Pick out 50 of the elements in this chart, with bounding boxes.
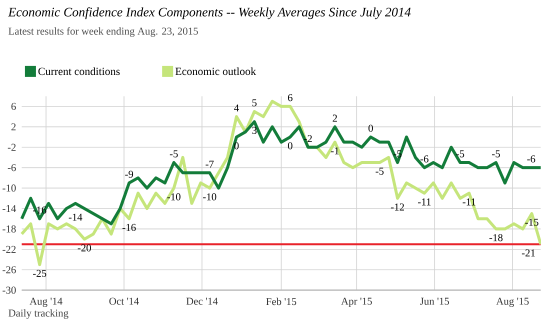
x-tick-label: Aug '15 xyxy=(496,298,529,307)
y-tick-label: 6 xyxy=(11,102,16,110)
x-tick-label: Oct '14 xyxy=(109,298,139,305)
legend-label: Economic outlook xyxy=(175,67,256,76)
annotation: -21 xyxy=(522,249,535,256)
annotation: -12 xyxy=(390,204,404,210)
annotation: 4 xyxy=(234,104,239,112)
chart-subtitle: Latest results for week ending Aug. 23, 2015 xyxy=(8,27,198,37)
y-tick-label: -22 xyxy=(2,246,16,253)
annotation: -16 xyxy=(122,224,136,231)
annotation: -5 xyxy=(170,150,178,158)
x-tick-label: Feb '15 xyxy=(266,298,296,306)
annotation: 5 xyxy=(252,99,257,106)
x-tick-label: Dec '14 xyxy=(186,298,218,305)
annotation: -11 xyxy=(462,198,476,206)
y-tick-label: -2 xyxy=(8,144,16,151)
x-tick-label: Aug '14 xyxy=(30,298,62,307)
y-tick-label: -10 xyxy=(2,184,16,192)
annotation: -5 xyxy=(376,168,384,175)
x-tick-label: Apr '15 xyxy=(341,298,372,307)
annotation: -11 xyxy=(418,198,431,206)
annotation: 0 xyxy=(368,124,373,132)
text: Daily tracking xyxy=(8,309,68,319)
annotation: -15 xyxy=(525,218,538,226)
annotation: -18 xyxy=(489,234,503,242)
annotation: -5 xyxy=(456,150,464,158)
annotation: -6 xyxy=(527,155,536,162)
y-tick-label: -18 xyxy=(2,225,16,232)
y-tick-label: 2 xyxy=(11,123,16,130)
annotation: -6 xyxy=(420,155,428,162)
annotation: -5 xyxy=(492,150,500,158)
annotation: 6 xyxy=(288,94,292,102)
annotation: -20 xyxy=(78,244,91,252)
y-tick-label: -14 xyxy=(2,205,16,212)
annotation: -1 xyxy=(330,147,339,154)
annotation: 3 xyxy=(252,126,257,134)
y-tick-label: -30 xyxy=(2,286,16,294)
annotation: 0 xyxy=(288,142,292,150)
annotation: -10 xyxy=(203,193,216,200)
chart-title: Economic Confidence Index Components -- Weekly Averages Since July 2014 xyxy=(8,7,411,20)
annotation: -9 xyxy=(125,170,134,178)
annotation: -25 xyxy=(33,270,46,277)
legend-label: Current conditions xyxy=(38,67,120,76)
y-tick-label: -6 xyxy=(8,164,16,172)
annotation: -7 xyxy=(206,160,214,168)
annotation: -14 xyxy=(68,214,82,221)
x-tick-label: Jun '15 xyxy=(420,298,450,305)
annotation: 2 xyxy=(332,114,337,122)
annotation: -10 xyxy=(167,193,180,200)
y-tick-label: -26 xyxy=(2,266,16,274)
